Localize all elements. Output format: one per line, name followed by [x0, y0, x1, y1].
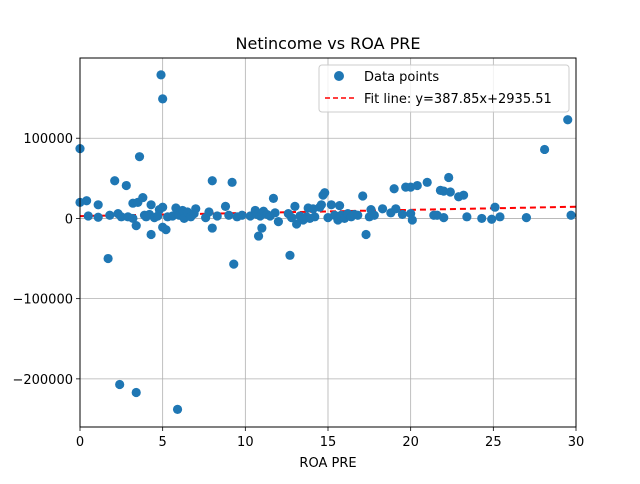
data-point	[191, 204, 200, 213]
data-point	[84, 211, 93, 220]
data-point	[94, 200, 103, 209]
x-axis-label: ROA PRE	[299, 456, 356, 471]
data-point	[224, 211, 233, 220]
data-point	[335, 201, 344, 210]
data-point	[221, 202, 230, 211]
data-point	[477, 214, 486, 223]
data-point	[398, 210, 407, 219]
data-point	[94, 213, 103, 222]
data-point	[229, 260, 238, 269]
y-tick-label: 100000	[23, 132, 73, 147]
y-tick-label: 0	[65, 212, 73, 227]
data-point	[566, 211, 575, 220]
x-tick-label: 15	[320, 435, 337, 450]
data-point	[173, 405, 182, 414]
data-point	[285, 251, 294, 260]
data-point	[462, 212, 471, 221]
data-point	[320, 188, 329, 197]
data-point	[132, 388, 141, 397]
data-point	[135, 152, 144, 161]
data-point	[310, 212, 319, 221]
data-point	[146, 230, 155, 239]
data-point	[413, 181, 422, 190]
legend-label-data-points: Data points	[364, 70, 439, 85]
data-point	[257, 223, 266, 232]
data-point	[361, 230, 370, 239]
data-point	[487, 215, 496, 224]
data-point	[563, 115, 572, 124]
data-point	[490, 203, 499, 212]
legend-marker-data-points	[334, 71, 344, 81]
data-point	[158, 203, 167, 212]
x-tick-label: 10	[237, 435, 254, 450]
data-point	[444, 173, 453, 182]
data-point	[370, 211, 379, 220]
x-tick-label: 5	[159, 435, 167, 450]
data-point	[204, 207, 213, 216]
data-point	[540, 145, 549, 154]
data-point	[105, 211, 114, 220]
data-point	[146, 200, 155, 209]
data-point	[522, 213, 531, 222]
x-tick-label: 0	[76, 435, 84, 450]
data-point	[495, 212, 504, 221]
data-point	[228, 178, 237, 187]
y-tick-label: −200000	[12, 373, 73, 388]
x-tick-label: 30	[568, 435, 585, 450]
data-point	[104, 254, 113, 263]
data-point	[156, 70, 165, 79]
data-point	[138, 193, 147, 202]
data-point	[132, 221, 141, 230]
data-point	[327, 200, 336, 209]
data-point	[423, 178, 432, 187]
data-point	[439, 213, 448, 222]
data-point	[158, 94, 167, 103]
data-point	[459, 191, 468, 200]
data-point	[378, 204, 387, 213]
data-point	[213, 211, 222, 220]
data-point	[208, 176, 217, 185]
data-point	[270, 208, 279, 217]
data-point	[269, 194, 278, 203]
data-point	[82, 196, 91, 205]
data-point	[237, 211, 246, 220]
data-point	[353, 211, 362, 220]
data-point	[161, 225, 170, 234]
x-tick-label: 20	[402, 435, 419, 450]
data-point	[358, 191, 367, 200]
data-point	[110, 176, 119, 185]
data-point	[122, 181, 131, 190]
chart-title: Netincome vs ROA PRE	[236, 34, 421, 53]
data-point	[208, 223, 217, 232]
legend-label-fit-line: Fit line: y=387.85x+2935.51	[364, 92, 552, 107]
data-point	[274, 217, 283, 226]
y-tick-label: −100000	[12, 293, 73, 308]
data-point	[290, 202, 299, 211]
legend: Data points Fit line: y=387.85x+2935.51	[319, 65, 569, 112]
x-tick-label: 25	[485, 435, 502, 450]
data-point	[446, 187, 455, 196]
data-point	[115, 380, 124, 389]
data-point	[254, 231, 263, 240]
data-point	[408, 215, 417, 224]
data-point	[390, 184, 399, 193]
data-point	[317, 200, 326, 209]
